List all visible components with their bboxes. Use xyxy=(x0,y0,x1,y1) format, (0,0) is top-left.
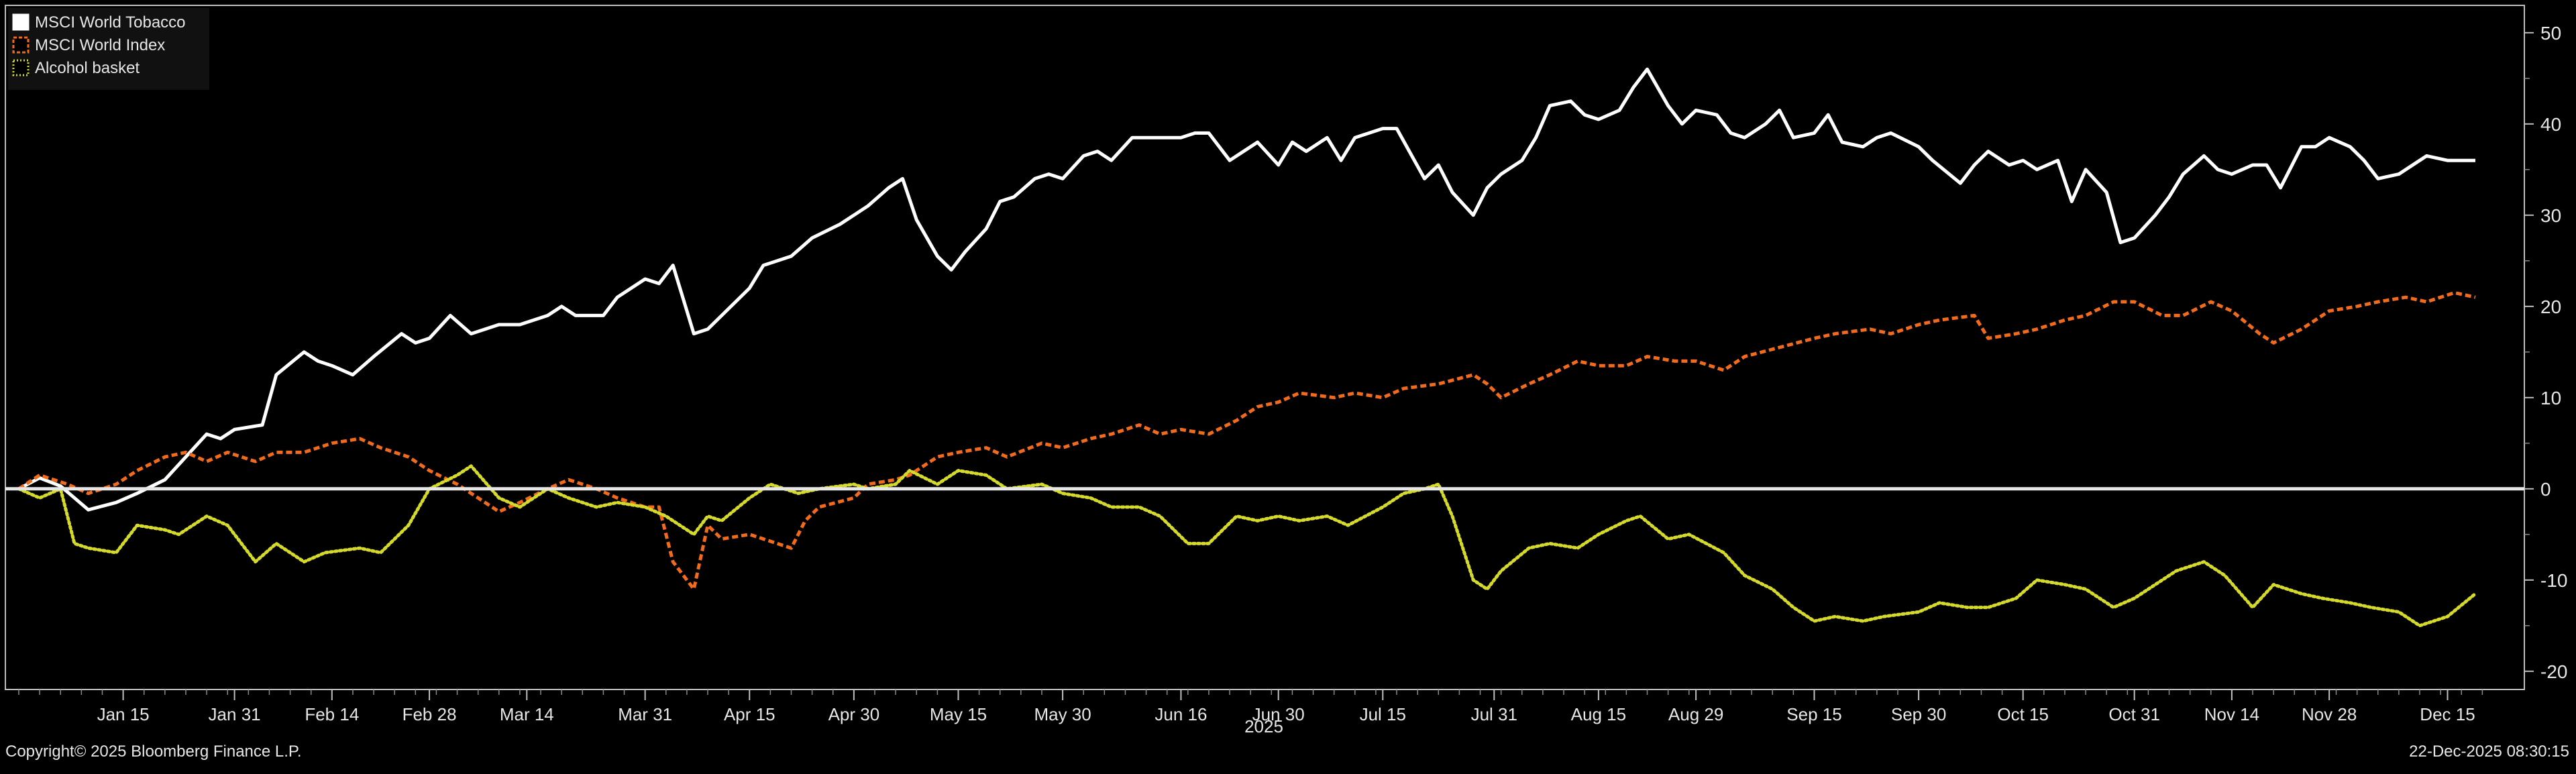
x-tick-label: Mar 14 xyxy=(500,704,554,724)
x-tick-label: Jun 16 xyxy=(1155,704,1207,724)
y-tick-label: 40 xyxy=(2540,114,2561,135)
y-tick-label: -10 xyxy=(2540,570,2567,591)
x-tick-label: Jul 15 xyxy=(1360,704,1406,724)
series-layer xyxy=(17,67,2477,628)
x-tick-label: Jan 31 xyxy=(209,704,261,724)
y-tick-label: 30 xyxy=(2540,205,2561,226)
x-tick-label: Oct 15 xyxy=(1997,704,2049,724)
plot-frame xyxy=(5,5,2525,690)
x-tick-label: Jun 30 xyxy=(1252,704,1305,724)
x-tick-label: Mar 31 xyxy=(618,704,672,724)
legend-box xyxy=(8,8,209,90)
x-tick-label: Aug 15 xyxy=(1571,704,1626,724)
y-tick-label: -20 xyxy=(2540,661,2567,682)
y-axis: 50 40 30 20 10 0 -10 -20 xyxy=(2524,23,2567,682)
x-tick-label: Jul 31 xyxy=(1471,704,1517,724)
x-tick-label: May 30 xyxy=(1034,704,1091,724)
y-tick-label: 10 xyxy=(2540,388,2561,408)
x-tick-label: Nov 28 xyxy=(2302,704,2357,724)
legend-label: MSCI World Index xyxy=(35,36,165,54)
x-tick-label: Aug 29 xyxy=(1668,704,1723,724)
legend-swatch xyxy=(12,59,30,76)
x-tick-label: Sep 15 xyxy=(1786,704,1841,724)
x-tick-label: Apr 15 xyxy=(724,704,775,724)
x-tick-label: Jan 15 xyxy=(97,704,150,724)
series-line-msci-world-tobacco xyxy=(17,67,2475,512)
x-tick-label: Oct 31 xyxy=(2108,704,2160,724)
footer-timestamp: 22-Dec-2025 08:30:15 xyxy=(2409,742,2569,761)
x-tick-label: May 15 xyxy=(930,704,987,724)
x-tick-label: Sep 30 xyxy=(1891,704,1946,724)
x-tick-label: Feb 28 xyxy=(402,704,457,724)
x-tick-label: Dec 15 xyxy=(2420,704,2475,724)
x-tick-label: Nov 14 xyxy=(2204,704,2259,724)
plot-border xyxy=(5,5,2525,690)
x-tick-label: Feb 14 xyxy=(305,704,359,724)
footer-copyright: Copyright© 2025 Bloomberg Finance L.P. xyxy=(5,742,302,761)
series-line-alcohol-basket xyxy=(17,464,2477,628)
legend-label: Alcohol basket xyxy=(35,59,140,77)
legend-swatch xyxy=(12,36,30,54)
series-line-msci-world-index xyxy=(17,290,2476,591)
y-tick-label: 50 xyxy=(2540,23,2561,44)
legend: MSCI World Tobacco MSCI World Index Alcoho… xyxy=(8,8,209,90)
x-axis: Jan 15 Jan 31 Feb 14 Feb 28 Mar 14 Mar 31 Apr … xyxy=(18,689,2483,724)
x-tick-label: Apr 30 xyxy=(828,704,880,724)
y-tick-label: 20 xyxy=(2540,296,2561,317)
year-label: 2025 xyxy=(1244,716,1283,736)
legend-swatch xyxy=(12,13,30,31)
y-tick-label: 0 xyxy=(2540,479,2551,500)
legend-label: MSCI World Tobacco xyxy=(35,13,186,32)
